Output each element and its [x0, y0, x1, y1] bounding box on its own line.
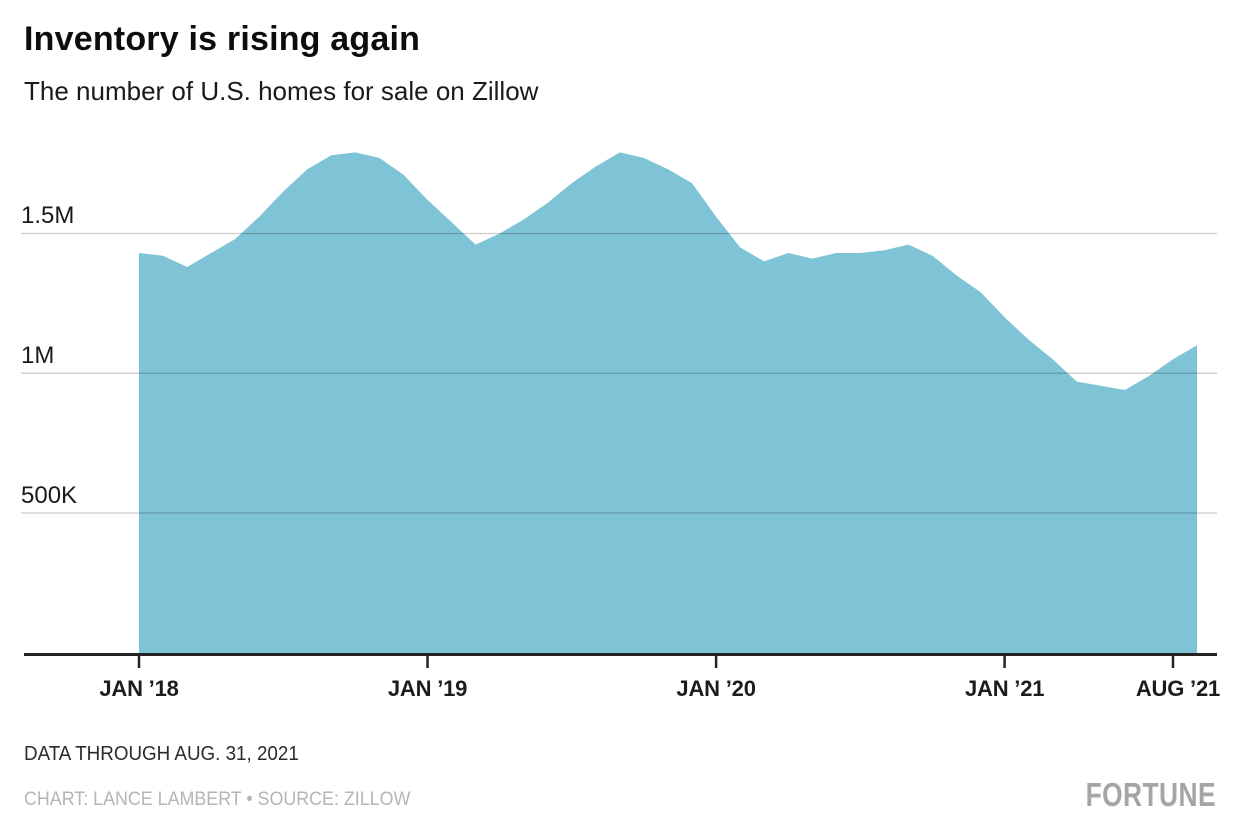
x-axis-label: JAN ’20	[676, 676, 756, 701]
x-axis-label: JAN ’18	[99, 676, 179, 701]
chart-subtitle: The number of U.S. homes for sale on Zil…	[24, 76, 539, 106]
page-title: Inventory is rising again	[24, 20, 421, 58]
footer-note: DATA THROUGH AUG. 31, 2021	[24, 743, 299, 765]
fortune-logo: FORTUNE	[1085, 776, 1216, 813]
x-axis-label: JAN ’19	[387, 676, 468, 701]
y-axis-label: 500K	[21, 481, 78, 509]
inventory-area-series	[139, 152, 1197, 654]
x-axis-label: JAN ’21	[964, 676, 1045, 701]
x-axis-label: AUG ’21	[1135, 676, 1221, 701]
y-axis-label: 1M	[21, 342, 55, 370]
footer-credit: CHART: LANCE LAMBERT • SOURCE: ZILLOW	[24, 789, 411, 810]
y-axis-label: 1.5M	[21, 202, 75, 230]
